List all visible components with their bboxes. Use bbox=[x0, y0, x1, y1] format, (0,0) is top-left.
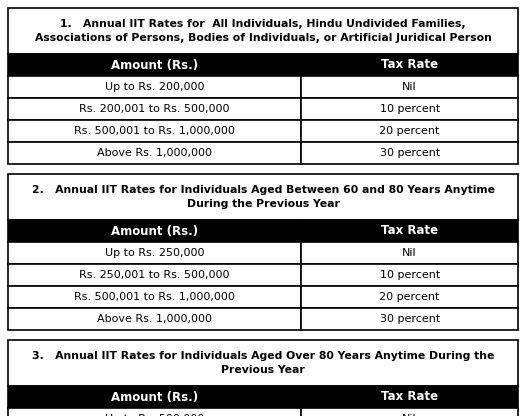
Bar bbox=[8, 98, 301, 120]
Text: Up to Rs. 200,000: Up to Rs. 200,000 bbox=[105, 82, 205, 92]
Text: Nil: Nil bbox=[402, 414, 417, 416]
Text: Amount (Rs.): Amount (Rs.) bbox=[111, 391, 198, 404]
Bar bbox=[8, 242, 301, 264]
Text: 10 percent: 10 percent bbox=[379, 270, 440, 280]
Bar bbox=[8, 264, 301, 286]
Bar bbox=[301, 54, 518, 76]
Text: 30 percent: 30 percent bbox=[379, 314, 440, 324]
Bar bbox=[301, 76, 518, 98]
Text: Nil: Nil bbox=[402, 82, 417, 92]
Text: Amount (Rs.): Amount (Rs.) bbox=[111, 59, 198, 72]
Bar bbox=[8, 408, 301, 416]
Text: 2.   Annual IIT Rates for Individuals Aged Between 60 and 80 Years Anytime
Durin: 2. Annual IIT Rates for Individuals Aged… bbox=[32, 186, 494, 208]
Text: Rs. 200,001 to Rs. 500,000: Rs. 200,001 to Rs. 500,000 bbox=[79, 104, 230, 114]
Bar bbox=[8, 308, 301, 330]
Text: Above Rs. 1,000,000: Above Rs. 1,000,000 bbox=[97, 148, 212, 158]
Bar bbox=[301, 386, 518, 408]
Text: Rs. 500,001 to Rs. 1,000,000: Rs. 500,001 to Rs. 1,000,000 bbox=[74, 292, 235, 302]
Bar bbox=[8, 54, 301, 76]
Bar bbox=[8, 76, 301, 98]
Text: 10 percent: 10 percent bbox=[379, 104, 440, 114]
Bar bbox=[301, 264, 518, 286]
Text: 20 percent: 20 percent bbox=[379, 292, 440, 302]
Bar bbox=[301, 242, 518, 264]
Text: Nil: Nil bbox=[402, 248, 417, 258]
Text: 20 percent: 20 percent bbox=[379, 126, 440, 136]
Text: 3.   Annual IIT Rates for Individuals Aged Over 80 Years Anytime During the
Prev: 3. Annual IIT Rates for Individuals Aged… bbox=[32, 352, 494, 374]
Bar bbox=[301, 408, 518, 416]
Bar bbox=[301, 120, 518, 142]
Text: Rs. 250,001 to Rs. 500,000: Rs. 250,001 to Rs. 500,000 bbox=[79, 270, 230, 280]
Text: Rs. 500,001 to Rs. 1,000,000: Rs. 500,001 to Rs. 1,000,000 bbox=[74, 126, 235, 136]
Bar bbox=[8, 220, 301, 242]
Text: Tax Rate: Tax Rate bbox=[381, 59, 438, 72]
Text: Up to Rs. 500,000: Up to Rs. 500,000 bbox=[105, 414, 204, 416]
Bar bbox=[8, 174, 518, 220]
Text: Up to Rs. 250,000: Up to Rs. 250,000 bbox=[105, 248, 205, 258]
Text: Above Rs. 1,000,000: Above Rs. 1,000,000 bbox=[97, 314, 212, 324]
Text: Tax Rate: Tax Rate bbox=[381, 225, 438, 238]
Text: 30 percent: 30 percent bbox=[379, 148, 440, 158]
Bar bbox=[301, 308, 518, 330]
Bar bbox=[8, 386, 301, 408]
Text: 1.   Annual IIT Rates for  All Individuals, Hindu Undivided Families,
Associatio: 1. Annual IIT Rates for All Individuals,… bbox=[35, 20, 491, 42]
Bar bbox=[8, 340, 518, 386]
Text: Amount (Rs.): Amount (Rs.) bbox=[111, 225, 198, 238]
Bar bbox=[301, 98, 518, 120]
Bar bbox=[301, 286, 518, 308]
Bar bbox=[8, 142, 301, 164]
Bar bbox=[8, 8, 518, 54]
Bar bbox=[8, 286, 301, 308]
Bar bbox=[301, 142, 518, 164]
Text: Tax Rate: Tax Rate bbox=[381, 391, 438, 404]
Bar bbox=[301, 220, 518, 242]
Bar bbox=[8, 120, 301, 142]
